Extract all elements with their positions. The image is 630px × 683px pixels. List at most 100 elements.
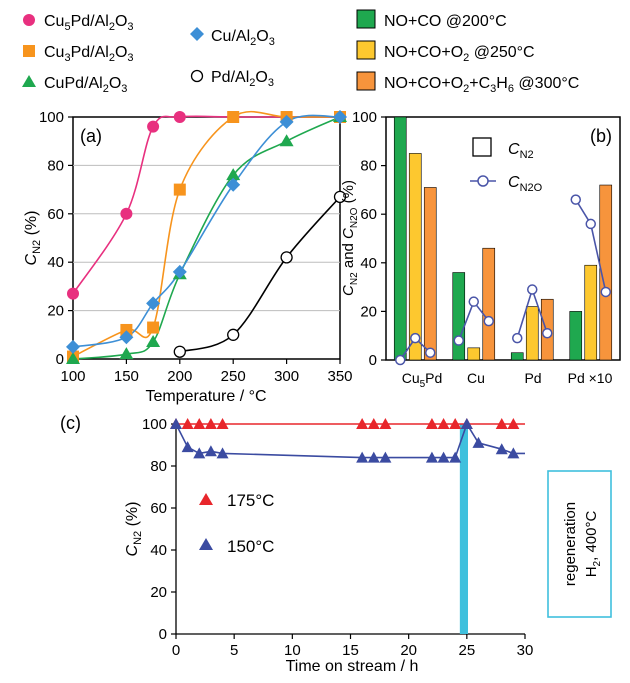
panel-b: 0 20 40 60 80 100 (b) CN2 CN2O CN2 and CN2O (… — [340, 109, 621, 390]
legend-150-label: 150°C — [227, 537, 274, 556]
panel-a-gridlines — [73, 164, 340, 312]
panel-a-ytick-label: 100 — [39, 109, 64, 126]
data-point-175-c — [193, 418, 206, 429]
legend-label-nocoo2c3h6: NO+CO+O2+C3H6 @300°C — [384, 75, 579, 95]
inset-legend-cn2o-label: CN2O — [508, 174, 543, 194]
panel-c-markers — [170, 418, 520, 463]
panel-b-frame — [385, 116, 621, 361]
panel-a-ytick-label: 80 — [47, 157, 64, 174]
data-point-175-c — [204, 418, 217, 429]
data-point-150-c — [170, 418, 182, 429]
n2o-point-cu5pd — [410, 332, 421, 344]
panel-b-ticks: 0 20 40 60 80 100 — [352, 109, 386, 369]
legend-label-noco: NO+CO @200°C — [384, 13, 507, 30]
data-point-150-c — [460, 418, 473, 429]
data-point-cu-al2o3 — [333, 110, 347, 124]
panel-b-category-pd10: Pd ×10 — [568, 370, 613, 386]
series-line-150-c — [175, 422, 525, 459]
data-point-pd-al2o3 — [280, 251, 293, 264]
panel-c-xlabel: Time on stream / h — [286, 658, 419, 675]
bar-cu5pd-no-co-o2-250-c — [408, 153, 422, 361]
panel-b-ytick-label: 40 — [360, 255, 377, 272]
data-point-150-c — [507, 447, 520, 459]
data-point-cu-al2o3 — [279, 114, 294, 129]
regeneration-annotation-box — [547, 470, 612, 618]
legend-label-cu5pd: Cu5Pd/Al2O3 — [44, 13, 134, 33]
n2o-point-cu5pd — [395, 354, 406, 366]
panel-a-ytick-label: 0 — [56, 351, 64, 368]
panel-a-xlabel: Temperature / °C — [145, 388, 266, 405]
panel-b-ytick-label: 0 — [369, 352, 377, 369]
data-point-cu5pd-al2o3 — [67, 287, 79, 300]
data-point-cupd-al2o3 — [226, 168, 241, 181]
panel-a-ytick-label: 20 — [47, 303, 64, 320]
panel-a-xtick-label: 300 — [274, 368, 299, 385]
bar-pd-no-co-200-c — [510, 352, 524, 361]
bar-cu-no-co-200-c — [452, 272, 466, 361]
panel-b-ytick-label: 100 — [352, 109, 377, 126]
n2o-point-pd — [527, 284, 538, 295]
panel-c-xtick-label: 15 — [342, 642, 359, 659]
data-point-cu5pd-al2o3 — [147, 120, 160, 133]
panel-c-ytick-label: 60 — [150, 500, 167, 517]
data-point-cu-al2o3 — [172, 264, 187, 279]
data-point-cu5pd-al2o3 — [120, 207, 133, 220]
panel-b-ytick-label: 20 — [360, 303, 377, 320]
data-point-150-c — [193, 447, 206, 459]
bar-cu-no-co-o2-c3h6-300-c — [482, 247, 496, 361]
data-point-150-c — [379, 451, 392, 463]
data-point-cu3pd-al2o3 — [227, 111, 240, 123]
panel-a-xtick-label: 200 — [167, 368, 192, 385]
legend-label-pd: Pd/Al2O3 — [211, 69, 274, 89]
data-point-150-c — [437, 451, 450, 463]
panel-c-xtick-label: 0 — [172, 642, 180, 659]
data-point-cupd-al2o3 — [119, 347, 134, 360]
data-point-175-c — [367, 418, 380, 429]
n2o-point-pd-10 — [600, 286, 611, 298]
panel-b-category-pd: Pd — [524, 370, 541, 386]
data-point-150-c — [216, 447, 229, 459]
panel-a-ytick-label: 40 — [47, 254, 64, 271]
legend-marker-nocoo2 — [356, 40, 376, 60]
legend-marker-cu — [190, 27, 204, 41]
regeneration-annotation-line2: H2, 400°C — [583, 511, 603, 578]
data-point-cupd-al2o3 — [279, 134, 294, 147]
data-point-175-c — [216, 418, 229, 429]
data-point-175-c — [449, 418, 462, 429]
panel-b-tag: (b) — [590, 126, 612, 146]
data-point-175-c — [425, 418, 438, 429]
n2o-point-pd-10 — [585, 218, 596, 230]
panel-c-ytick-label: 80 — [150, 458, 167, 475]
data-point-150-c — [356, 451, 369, 463]
n2o-point-pd-10 — [570, 194, 581, 205]
panel-a-xtick-label: 100 — [60, 368, 85, 385]
data-point-150-c — [449, 451, 462, 463]
data-point-175-c — [356, 418, 369, 429]
panel-b-ylabel: CN2 and CN2O (%) — [340, 180, 360, 296]
n2o-point-pd — [512, 332, 523, 344]
n2o-point-cu5pd — [425, 347, 436, 358]
legend-marker-cu3pd — [23, 45, 35, 57]
panel-a: 0 20 40 60 80 100 100 150 200 250 300 350 (a) Tempe… — [23, 109, 353, 405]
inset-legend-cn2o-marker — [477, 175, 489, 187]
n2o-point-cu — [483, 315, 494, 327]
inset-legend-cn2-label: CN2 — [508, 141, 534, 161]
panel-c-xtick-label: 30 — [517, 642, 534, 659]
legend-150-marker — [199, 538, 213, 550]
legend-label-cupd: CuPd/Al2O3 — [44, 75, 127, 95]
panel-c-ytick-label: 40 — [150, 542, 167, 559]
data-point-cu3pd-al2o3 — [147, 321, 160, 334]
data-point-pd-al2o3 — [227, 328, 240, 341]
data-point-cu5pd-al2o3 — [173, 111, 186, 123]
data-point-pd-al2o3 — [173, 345, 186, 358]
data-point-175-c — [495, 418, 508, 429]
legend-label-cu: Cu/Al2O3 — [211, 28, 275, 48]
panel-c: 0 20 40 60 80 100 0 5 10 15 20 25 30 (c) 175°C 150°C… — [60, 413, 612, 675]
n2o-point-cu — [453, 335, 464, 346]
panel-a-ticks: 0 20 40 60 80 100 100 150 200 250 300 350 — [39, 109, 353, 385]
panel-c-ylabel: CN2 (%) — [124, 502, 144, 557]
n2o-point-cu — [468, 296, 479, 307]
bar-cu5pd-no-co-o2-c3h6-300-c — [423, 187, 437, 361]
panel-c-ytick-label: 20 — [150, 584, 167, 601]
series-line-cu-al2o3 — [72, 114, 341, 348]
